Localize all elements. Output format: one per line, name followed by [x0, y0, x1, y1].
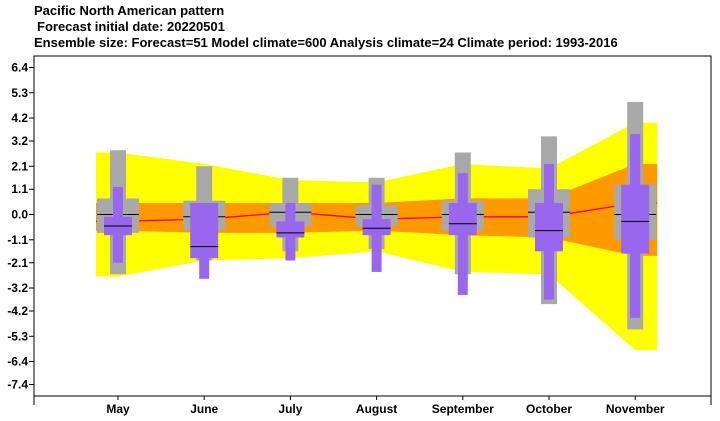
x-tick-label: September — [432, 402, 494, 416]
y-tick-label: 6.4 — [11, 60, 28, 74]
x-tick-label: July — [278, 402, 302, 416]
forecast-box-november — [621, 184, 650, 254]
forecast-box-september — [448, 203, 477, 236]
y-tick-label: -5.3 — [7, 329, 28, 343]
y-tick-label: 2.1 — [11, 159, 28, 173]
chart-title-block: Pacific North American pattern Forecast … — [34, 3, 618, 51]
x-tick-label: May — [106, 402, 130, 416]
y-tick-label: -1.1 — [7, 233, 28, 247]
x-tick-label: October — [526, 402, 572, 416]
y-tick-label: 5.3 — [11, 86, 28, 100]
ensemble-info-label: Ensemble size: Forecast=51 Model climate… — [34, 35, 618, 50]
plot-frame — [33, 55, 712, 397]
forecast-date-label: Forecast initial date: 20220501 — [37, 19, 225, 34]
y-tick-label: 3.2 — [11, 134, 28, 148]
y-tick-label: -7.4 — [7, 378, 28, 392]
y-tick-label: -3.2 — [7, 281, 28, 295]
x-tick-label: August — [356, 402, 397, 416]
x-tick-label: November — [606, 402, 665, 416]
y-tick-label: -2.1 — [7, 256, 28, 270]
forecast-box-october — [535, 203, 563, 252]
y-tick-label: 1.1 — [11, 182, 28, 196]
box-series — [97, 101, 657, 330]
chart-title: Pacific North American pattern — [34, 3, 225, 18]
axes: 6.4 5.3 4.2 3.2 2.1 1.1 0.0 -1.1 -2.1 -3.2 -4.2 -5.… — [7, 55, 712, 416]
y-tick-label: 0.0 — [11, 208, 28, 222]
y-tick-label: -6.4 — [7, 355, 28, 369]
y-tick-label: 4.2 — [11, 111, 28, 125]
x-tick-label: June — [190, 402, 218, 416]
forecast-box-july — [276, 221, 305, 238]
forecast-box-june — [190, 203, 219, 259]
forecast-box-august — [362, 219, 391, 236]
y-tick-label: -4.2 — [7, 304, 28, 318]
